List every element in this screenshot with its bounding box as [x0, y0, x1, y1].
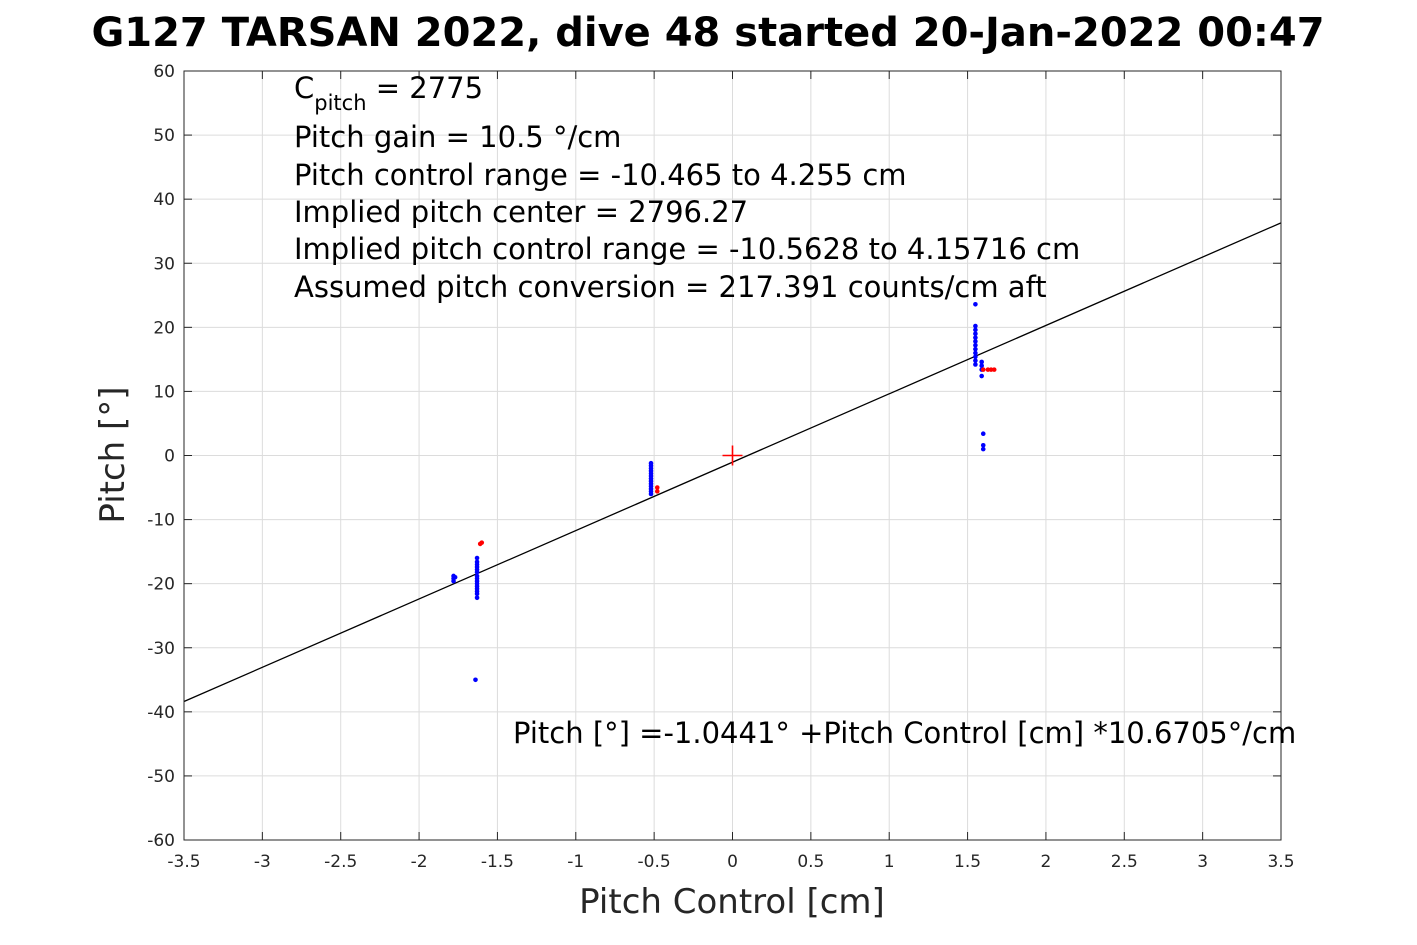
y-axis-ticks: 60 50 40 30 20 10 0 -10 -20 -30 -40 -50 -60: [147, 62, 1281, 851]
c-pitch-annotation: Cpitch = 2775: [294, 71, 483, 115]
y-tick-label: 40: [153, 190, 175, 210]
blue-data-point: [648, 491, 654, 497]
blue-data-point: [973, 354, 978, 360]
pitch-control-range-annotation: Pitch control range = -10.465 to 4.255 c…: [294, 158, 907, 192]
center-marker-group: [722, 445, 743, 466]
blue-data-point: [980, 431, 986, 437]
y-tick-label: -40: [147, 703, 175, 723]
red-data-point: [654, 489, 660, 494]
blue-data-point: [973, 301, 978, 307]
blue-data-point: [973, 350, 978, 356]
y-tick-label: 10: [153, 382, 175, 402]
y-axis-label: Pitch [°]: [93, 386, 133, 523]
blue-data-point: [980, 446, 986, 452]
c-pitch-subscript: pitch: [314, 91, 366, 115]
data-points: [451, 301, 997, 683]
blue-data-point: [973, 327, 978, 333]
gridlines: [184, 71, 1281, 840]
blue-data-point: [474, 555, 480, 561]
x-tick-label: 1.5: [954, 852, 981, 872]
x-axis-ticks: -3.5 -3 -2.5 -2 -1.5 -1 -0.5 0 0.5 1 1.5 2 2.5 3 3.5: [167, 71, 1295, 872]
blue-data-point: [979, 373, 984, 379]
y-tick-label: 30: [153, 254, 175, 274]
blue-data-point: [474, 595, 480, 601]
chart-title: G127 TARSAN 2022, dive 48 started 20-Jan…: [91, 10, 1324, 56]
x-tick-label: 1: [884, 852, 895, 872]
blue-data-point: [473, 677, 478, 683]
implied-pitch-control-range-annotation: Implied pitch control range = -10.5628 t…: [294, 232, 1080, 266]
red-data-point: [991, 367, 997, 372]
blue-data-point: [474, 591, 480, 597]
blue-data-point: [452, 574, 458, 580]
x-tick-label: 0: [727, 852, 738, 872]
y-tick-label: -30: [147, 639, 175, 659]
red-data-point: [980, 367, 986, 372]
implied-pitch-center-annotation: Implied pitch center = 2796.27: [294, 195, 748, 229]
x-tick-label: -0.5: [638, 852, 671, 872]
x-tick-label: 2.5: [1111, 852, 1138, 872]
c-pitch-symbol: C: [294, 71, 314, 105]
x-tick-label: -2: [411, 852, 428, 872]
blue-data-point: [451, 578, 456, 584]
red-data-point: [654, 485, 660, 490]
y-tick-label: 0: [164, 447, 175, 467]
y-tick-label: 50: [153, 126, 175, 146]
x-tick-label: 3.5: [1267, 852, 1294, 872]
blue-data-point: [973, 346, 978, 352]
red-data-point: [477, 541, 483, 547]
y-tick-label: -10: [147, 511, 175, 531]
blue-data-point: [973, 358, 978, 363]
x-tick-label: -3: [254, 852, 271, 872]
x-tick-label: -1: [567, 852, 584, 872]
blue-data-point: [973, 339, 978, 344]
x-tick-label: -1.5: [481, 852, 514, 872]
x-axis-label: Pitch Control [cm]: [579, 882, 885, 922]
blue-data-point: [973, 331, 978, 337]
y-tick-label: 60: [153, 62, 175, 82]
blue-data-point: [979, 359, 984, 365]
pitch-gain-annotation: Pitch gain = 10.5 °/cm: [294, 120, 621, 154]
y-tick-label: -50: [147, 767, 175, 787]
blue-data-point: [474, 569, 480, 575]
x-tick-label: 3: [1197, 852, 1208, 872]
blue-data-point: [980, 442, 986, 448]
y-tick-label: -20: [147, 575, 175, 595]
fit-equation-annotation: Pitch [°] =-1.0441° +Pitch Control [cm] …: [513, 716, 1296, 750]
pitch-conversion-annotation: Assumed pitch conversion = 217.391 count…: [294, 270, 1047, 304]
x-tick-label: -3.5: [167, 852, 200, 872]
blue-data-point: [979, 363, 984, 369]
y-tick-label: -60: [147, 831, 175, 851]
blue-data-point: [973, 335, 978, 340]
x-tick-label: -2.5: [324, 852, 357, 872]
blue-data-point: [973, 323, 978, 329]
x-tick-label: 2: [1041, 852, 1052, 872]
x-tick-label: 0.5: [797, 852, 824, 872]
y-tick-label: 20: [153, 318, 175, 338]
c-pitch-value: = 2775: [367, 71, 484, 105]
blue-data-point: [973, 342, 978, 348]
blue-data-point: [973, 362, 978, 367]
